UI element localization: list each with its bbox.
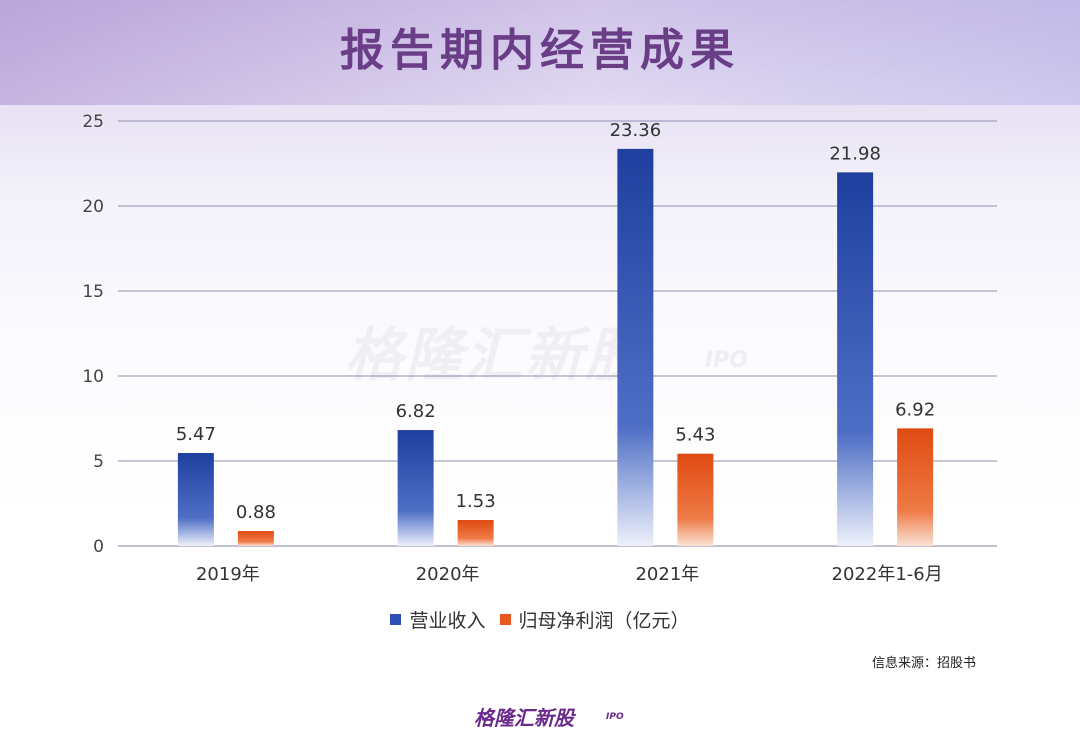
y-tick-label: 0 [93,537,104,557]
watermark-sub: IPO [705,348,749,373]
bar-profit [457,519,494,546]
bar-revenue [617,148,654,546]
page-title: 报告期内经营成果 [340,25,740,76]
legend: 营业收入 归母净利润（亿元） [0,606,1080,633]
legend-label-revenue: 营业收入 [409,610,486,632]
source-note: 信息来源：招股书 [871,656,976,671]
y-tick-label: 25 [82,112,104,132]
legend-label-profit: 归母净利润（亿元） [518,610,690,632]
data-label-profit: 5.43 [675,425,715,446]
data-label-revenue: 5.47 [176,424,216,445]
x-tick-label: 2022年1-6月 [832,564,943,585]
y-tick-label: 10 [82,367,104,387]
x-tick-label: 2020年 [416,564,480,585]
bar-revenue [177,453,214,546]
legend-swatch-revenue [390,614,402,625]
brand-logo-sub: IPO [606,712,624,722]
bar-revenue [397,430,434,546]
x-tick-label: 2021年 [635,564,699,585]
legend-item-revenue: 营业收入 [390,606,486,633]
x-tick-label: 2019年 [196,564,260,585]
y-tick-label: 15 [82,282,104,302]
brand-logo: 格隆汇新股 [474,706,574,730]
data-label-profit: 0.88 [236,502,276,523]
bar-profit [237,531,274,546]
legend-swatch-profit [499,614,511,625]
data-label-revenue: 6.82 [396,401,436,422]
y-tick-label: 20 [82,197,104,217]
watermark: 格隆汇新股 [345,321,646,389]
title-band [0,0,1080,105]
bar-revenue [837,172,874,546]
bar-profit [677,453,714,546]
data-label-profit: 1.53 [456,491,496,512]
data-label-revenue: 21.98 [829,143,881,164]
legend-item-profit: 归母净利润（亿元） [499,606,690,633]
bar-profit [897,428,934,546]
y-tick-label: 5 [93,452,104,472]
data-label-profit: 6.92 [895,399,935,420]
data-label-revenue: 23.36 [610,120,662,141]
